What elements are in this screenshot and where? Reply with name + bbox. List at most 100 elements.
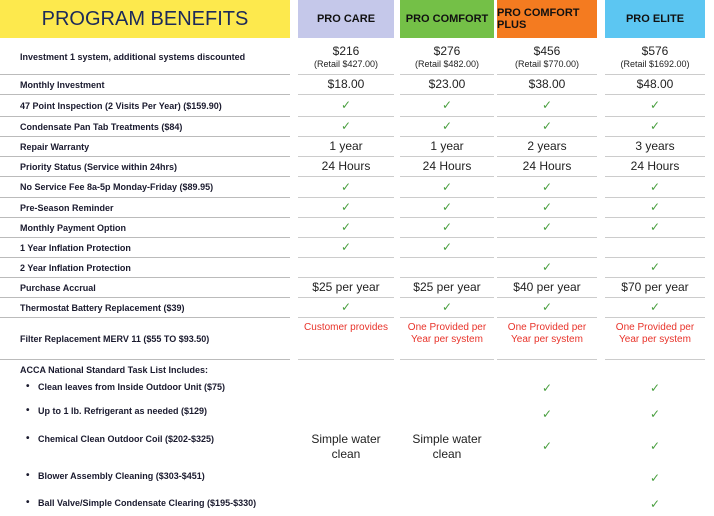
- empty-cell: [400, 465, 494, 492]
- check: ✓: [605, 95, 705, 117]
- check: ✓: [605, 198, 705, 218]
- value-cell: One Provided per Year per system: [497, 318, 597, 360]
- check: ✓: [400, 95, 494, 117]
- empty-cell: [497, 465, 597, 492]
- check: ✓: [497, 258, 597, 278]
- check: ✓: [497, 177, 597, 198]
- empty-cell: [497, 492, 597, 516]
- value-cell: 24 Hours: [298, 157, 394, 177]
- check: ✓: [605, 298, 705, 318]
- bullet: •: [26, 433, 30, 444]
- price-cell: $216 (Retail $427.00): [298, 40, 394, 75]
- bullet-label: Chemical Clean Outdoor Coil ($202-$325) •: [26, 433, 215, 444]
- value-cell: $23.00: [400, 75, 494, 95]
- bullet: •: [26, 381, 30, 392]
- empty-cell: [298, 492, 394, 516]
- bullet-label: Up to 1 lb. Refrigerant as needed ($129)…: [26, 405, 208, 416]
- plan-header: PRO COMFORT: [400, 0, 494, 38]
- check: ✓: [649, 380, 661, 395]
- value-cell: $25 per year: [400, 278, 494, 298]
- empty-cell: [298, 465, 394, 492]
- value-cell: 1 year: [400, 137, 494, 157]
- check: ✓: [400, 117, 494, 137]
- check: ✓: [497, 298, 597, 318]
- row-label: 2 Year Inflation Protection: [0, 258, 290, 278]
- row-label: Priority Status (Service within 24hrs): [0, 157, 290, 177]
- retail: (Retail $482.00): [414, 58, 480, 69]
- check: ✓: [400, 177, 494, 198]
- row-label: 1 Year Inflation Protection: [0, 238, 290, 258]
- value-cell: 2 years: [497, 137, 597, 157]
- price: $216: [332, 44, 360, 59]
- check: ✓: [400, 198, 494, 218]
- empty-cell: [298, 400, 394, 428]
- row-label: 47 Point Inspection (2 Visits Per Year) …: [0, 95, 290, 117]
- check: ✓: [298, 238, 394, 258]
- title: PROGRAM BENEFITS: [0, 0, 290, 38]
- plan-header: PRO COMFORT PLUS: [497, 0, 597, 38]
- value-cell: $40 per year: [497, 278, 597, 298]
- price-cell: $276 (Retail $482.00): [400, 40, 494, 75]
- check: ✓: [400, 298, 494, 318]
- check: ✓: [497, 198, 597, 218]
- retail: (Retail $770.00): [514, 58, 580, 69]
- row-label: Repair Warranty: [0, 137, 290, 157]
- value-cell: One Provided per Year per system: [605, 318, 705, 360]
- section-title: ACCA National Standard Task List Include…: [20, 365, 209, 375]
- value-cell: Simple water clean: [412, 432, 482, 461]
- price-cell: $456 (Retail $770.00): [497, 40, 597, 75]
- row-label: Pre-Season Reminder: [0, 198, 290, 218]
- value-cell: 1 year: [298, 137, 394, 157]
- row-label: Condensate Pan Tab Treatments ($84): [0, 117, 290, 137]
- check: ✓: [298, 218, 394, 238]
- check: ✓: [649, 471, 661, 486]
- check: ✓: [298, 95, 394, 117]
- value-cell: $38.00: [497, 75, 597, 95]
- row-label: Monthly Investment: [0, 75, 290, 95]
- check: ✓: [298, 298, 394, 318]
- value-cell: 24 Hours: [605, 157, 705, 177]
- check: ✓: [649, 439, 661, 454]
- check: ✓: [400, 218, 494, 238]
- row-label: Monthly Payment Option: [0, 218, 290, 238]
- value-cell: Customer provides: [298, 318, 394, 360]
- empty-cell: [298, 376, 394, 400]
- check: ✓: [298, 198, 394, 218]
- bullet-label: Blower Assembly Cleaning ($303-$451) •: [26, 470, 205, 481]
- row-label: Filter Replacement MERV 11 ($55 TO $93.5…: [0, 318, 290, 360]
- row-label: Thermostat Battery Replacement ($39): [0, 298, 290, 318]
- plan-header: PRO CARE: [298, 0, 394, 38]
- value-cell: 24 Hours: [497, 157, 597, 177]
- check: ✓: [298, 177, 394, 198]
- empty-cell: [497, 238, 597, 258]
- check: ✓: [497, 95, 597, 117]
- check: ✓: [605, 177, 705, 198]
- price-cell: $576 (Retail $1692.00): [605, 40, 705, 75]
- retail: (Retail $427.00): [313, 58, 379, 69]
- value-cell: Simple water clean: [311, 432, 381, 461]
- check: ✓: [541, 439, 553, 454]
- bullet-label: Clean leaves from Inside Outdoor Unit ($…: [26, 381, 226, 392]
- value-cell: $25 per year: [298, 278, 394, 298]
- value-cell: $48.00: [605, 75, 705, 95]
- empty-cell: [605, 238, 705, 258]
- check: ✓: [497, 117, 597, 137]
- value-cell: $70 per year: [605, 278, 705, 298]
- value-cell: 3 years: [605, 137, 705, 157]
- check: ✓: [298, 117, 394, 137]
- empty-cell: [400, 376, 494, 400]
- empty-cell: [400, 492, 494, 516]
- bullet: •: [26, 497, 30, 508]
- row-label: No Service Fee 8a-5p Monday-Friday ($89.…: [0, 177, 290, 198]
- check: ✓: [605, 258, 705, 278]
- row-label: Investment 1 system, additional systems …: [0, 40, 290, 75]
- empty-cell: [400, 400, 494, 428]
- check: ✓: [541, 380, 553, 395]
- bullet: •: [26, 405, 30, 416]
- check: ✓: [649, 406, 661, 421]
- bullet-label: Ball Valve/Simple Condensate Clearing ($…: [26, 497, 257, 508]
- check: ✓: [605, 218, 705, 238]
- bullet: •: [26, 470, 30, 481]
- value-cell: 24 Hours: [400, 157, 494, 177]
